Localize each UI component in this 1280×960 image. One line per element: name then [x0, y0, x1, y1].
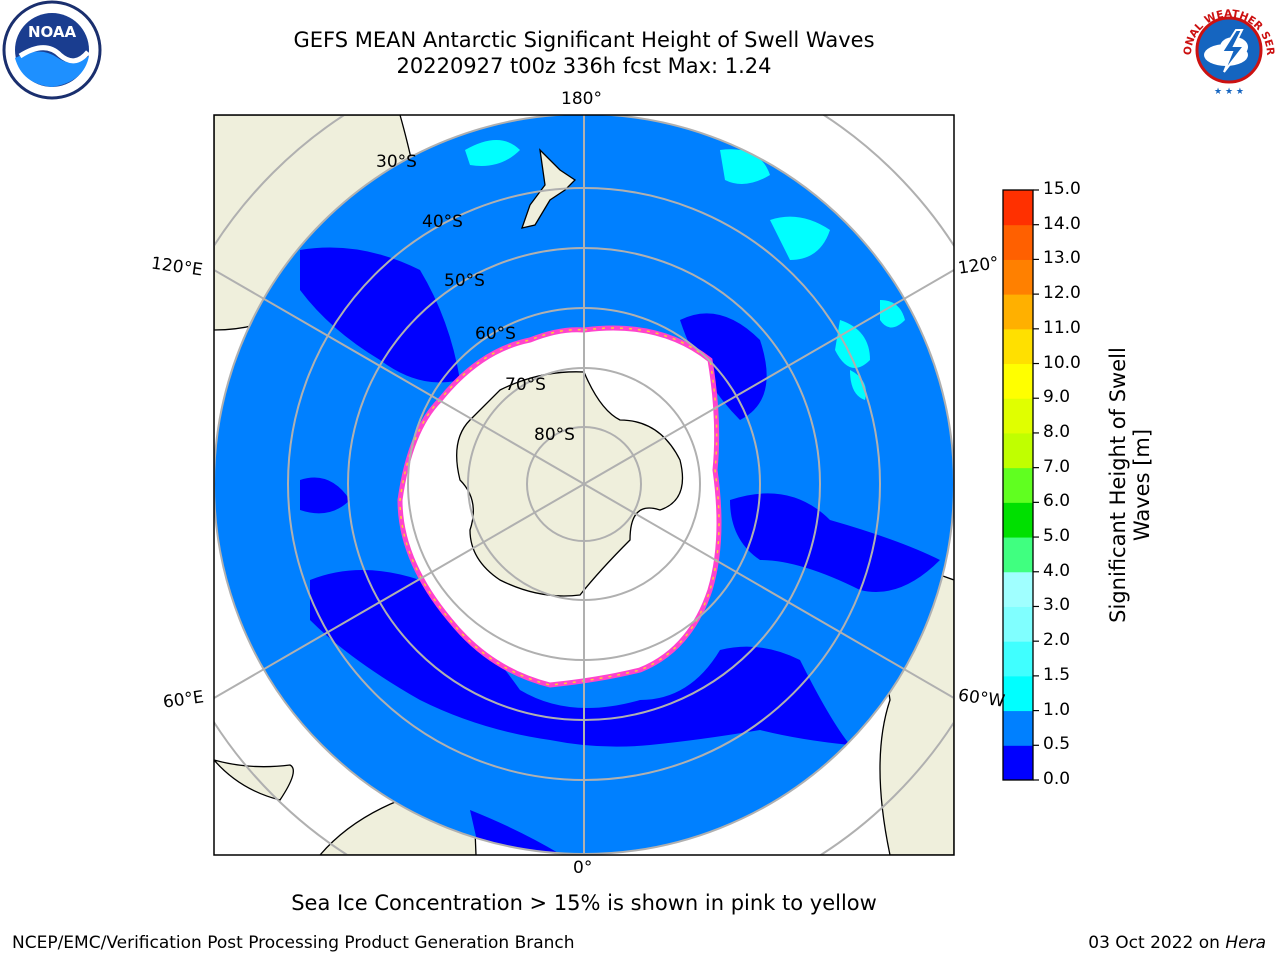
lon-label-180: 180°	[561, 89, 602, 109]
new-zealand	[520, 148, 577, 229]
colorbar-tick-label: 5.0	[1043, 526, 1071, 547]
colorbar-segment	[1003, 398, 1033, 434]
colorbar-label: Significant Height of Swell Waves [m]	[1106, 305, 1154, 665]
map-frame	[213, 114, 955, 856]
colorbar-segment	[1003, 710, 1033, 746]
graticule	[214, 115, 954, 855]
lat-label-30s: 30°S	[376, 152, 417, 172]
chart-title: GEFS MEAN Antarctic Significant Height o…	[293, 28, 875, 52]
colorbar-tick-label: 4.0	[1043, 560, 1071, 581]
colorbar-segment	[1003, 259, 1033, 295]
colorbar-segment	[1003, 224, 1033, 260]
colorbar-segment	[1003, 294, 1033, 330]
colorbar-tick-label: 6.0	[1043, 491, 1071, 512]
noaa-logo-text: NOAA	[28, 23, 77, 41]
colorbar-tick-label: 8.0	[1043, 421, 1071, 442]
colorbar-tick-label: 1.0	[1043, 699, 1071, 720]
colorbar-segment	[1003, 745, 1033, 781]
colorbar-tick-label: 0.0	[1043, 769, 1071, 789]
colorbar-tick-label: 2.0	[1043, 630, 1071, 651]
colorbar-tick-label: 13.0	[1043, 248, 1081, 269]
antarctica	[456, 371, 684, 597]
footer-date: 03 Oct 2022 on Hera	[1088, 933, 1266, 953]
colorbar-tick-label: 11.0	[1043, 317, 1081, 338]
colorbar-tick-label: 0.5	[1043, 734, 1071, 755]
lat-label-80s: 80°S	[534, 425, 575, 445]
colorbar-segment	[1003, 606, 1033, 642]
colorbar-label-line1: Significant Height of Swell	[1106, 347, 1130, 623]
colorbar-tick-label: 9.0	[1043, 387, 1071, 408]
colorbar-segment	[1003, 502, 1033, 538]
lat-label-70s: 70°S	[505, 375, 546, 395]
lat-label-50s: 50°S	[444, 271, 485, 291]
lon-label-0: 0°	[573, 858, 593, 878]
chart-subtitle: 20220927 t00z 336h fcst Max: 1.24	[396, 54, 772, 78]
colorbar-tick-label: 7.0	[1043, 456, 1071, 477]
colorbar-tick-label: 3.0	[1043, 595, 1071, 616]
colorbar-segment	[1003, 363, 1033, 399]
colorbar-segment	[1003, 432, 1033, 469]
colorbar-tick-label: 1.5	[1043, 664, 1071, 685]
sea-ice-caption: Sea Ice Concentration > 15% is shown in …	[291, 891, 877, 915]
colorbar-segment	[1003, 537, 1033, 573]
colorbar-segment	[1003, 571, 1033, 607]
colorbar-segment	[1003, 467, 1033, 503]
colorbar-segment	[1003, 190, 1033, 226]
footer-branch: NCEP/EMC/Verification Post Processing Pr…	[12, 933, 575, 953]
colorbar-tick-label: 14.0	[1043, 213, 1081, 234]
colorbar-tick-label: 15.0	[1043, 179, 1081, 199]
footer-machine: Hera	[1225, 933, 1266, 953]
footer-date-text: 03 Oct 2022 on	[1088, 933, 1226, 953]
colorbar-segment	[1003, 675, 1033, 712]
noaa-logo: NOAA	[2, 0, 102, 100]
colorbar-segment	[1003, 641, 1033, 677]
colorbar-tick-label: 10.0	[1043, 352, 1081, 373]
lat-label-60s: 60°S	[475, 324, 516, 344]
colorbar-tick-label: 12.0	[1043, 283, 1081, 304]
nws-logo: NATIONAL WEATHER SERVICE ★ ★ ★	[1178, 0, 1278, 99]
colorbar-segment	[1003, 328, 1033, 365]
lat-label-40s: 40°S	[422, 212, 463, 232]
colorbar-label-line2: Waves [m]	[1130, 428, 1154, 542]
colorbar	[1002, 189, 1039, 781]
svg-text:★ ★ ★: ★ ★ ★	[1214, 87, 1244, 97]
